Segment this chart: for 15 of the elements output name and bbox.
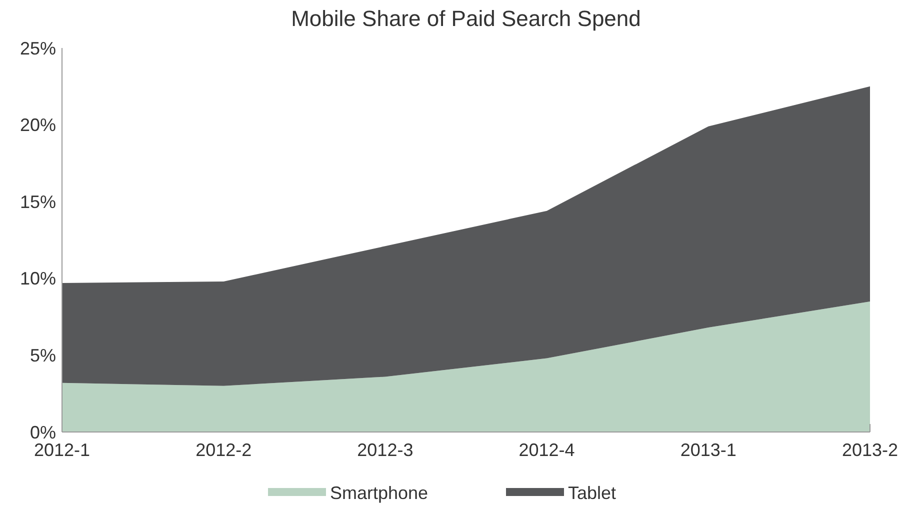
legend-label: Smartphone [330,483,428,503]
x-tick-label: 2012-3 [357,440,414,460]
chart-title: Mobile Share of Paid Search Spend [291,6,641,31]
y-tick-label: 0% [30,422,56,442]
y-tick-label: 5% [30,346,56,366]
y-tick-label: 10% [20,268,56,289]
x-tick-label: 2012-4 [518,440,575,460]
x-tick-label: 2013-2 [842,440,898,460]
legend-label: Tablet [568,483,616,503]
x-tick-label: 2013-1 [680,440,736,460]
y-tick-label: 25% [20,38,56,58]
y-tick-label: 20% [20,115,56,136]
x-tick-label: 2012-2 [196,440,252,460]
x-tick-label: 2012-1 [34,440,90,460]
y-tick-label: 15% [20,192,56,212]
